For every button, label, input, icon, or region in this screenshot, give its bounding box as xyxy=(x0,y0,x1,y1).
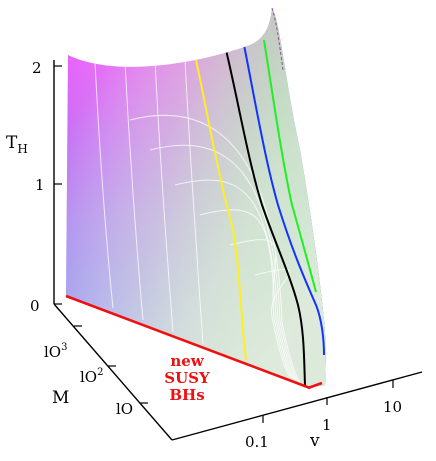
grid-contour xyxy=(149,144,299,382)
surface xyxy=(65,7,326,390)
m-tick-label-3-base: lO xyxy=(44,343,61,361)
m-tick-label-2-exp: 2 xyxy=(97,367,103,378)
surface-top-spike xyxy=(271,7,284,71)
axes-frame xyxy=(53,60,423,441)
highlight-curve-1 xyxy=(195,59,247,361)
m-tick-label-3: lO3 xyxy=(44,342,67,361)
v-ticks xyxy=(262,380,394,423)
z-ticks xyxy=(54,65,62,305)
grid-strand xyxy=(124,60,144,321)
annotation-line-3: BHs xyxy=(169,386,204,404)
surface-boundary xyxy=(65,294,311,390)
surface-shade-light xyxy=(66,8,326,388)
z-tick-label-2: 2 xyxy=(32,59,42,77)
highlight-curves xyxy=(195,39,325,387)
z-axis-label-sub: H xyxy=(17,142,27,156)
m-tick-label-3-exp: 3 xyxy=(61,342,67,353)
v-tick-label-10: 10 xyxy=(383,398,402,416)
grid-strand xyxy=(94,61,114,309)
grid-contour xyxy=(129,114,301,383)
m-tick-label-2-base: lO xyxy=(80,368,97,386)
highlight-curve-4 xyxy=(263,39,317,293)
m-ticks xyxy=(74,325,148,404)
m-tick-label-1: lO xyxy=(116,400,133,418)
annotation-line-2: SUSY xyxy=(164,369,210,387)
x-axis-line xyxy=(171,371,423,441)
highlight-curve-3 xyxy=(243,44,325,356)
z-tick-label-1: 1 xyxy=(35,176,45,194)
m-tick-label-2: lO2 xyxy=(80,367,103,386)
grid-contour xyxy=(174,179,297,381)
grid-contour xyxy=(229,239,293,379)
annotation-line-1: new xyxy=(170,352,204,370)
z-axis-label: TH xyxy=(6,133,28,156)
grid-strand xyxy=(154,59,174,333)
v-tick-label-01: 0.1 xyxy=(245,433,269,451)
m-axis-label: M xyxy=(52,388,69,408)
surface-grid xyxy=(94,58,301,383)
grid-strand xyxy=(184,58,204,345)
v-tick-label-1: 1 xyxy=(322,416,332,434)
z-tick-label-0: 0 xyxy=(30,297,40,315)
z-axis-label-main: T xyxy=(6,133,18,153)
depth-axis-line xyxy=(53,303,173,441)
highlight-curve-2 xyxy=(225,49,306,387)
v-axis-label: v xyxy=(309,431,320,451)
surface-edge-tip xyxy=(307,381,323,390)
